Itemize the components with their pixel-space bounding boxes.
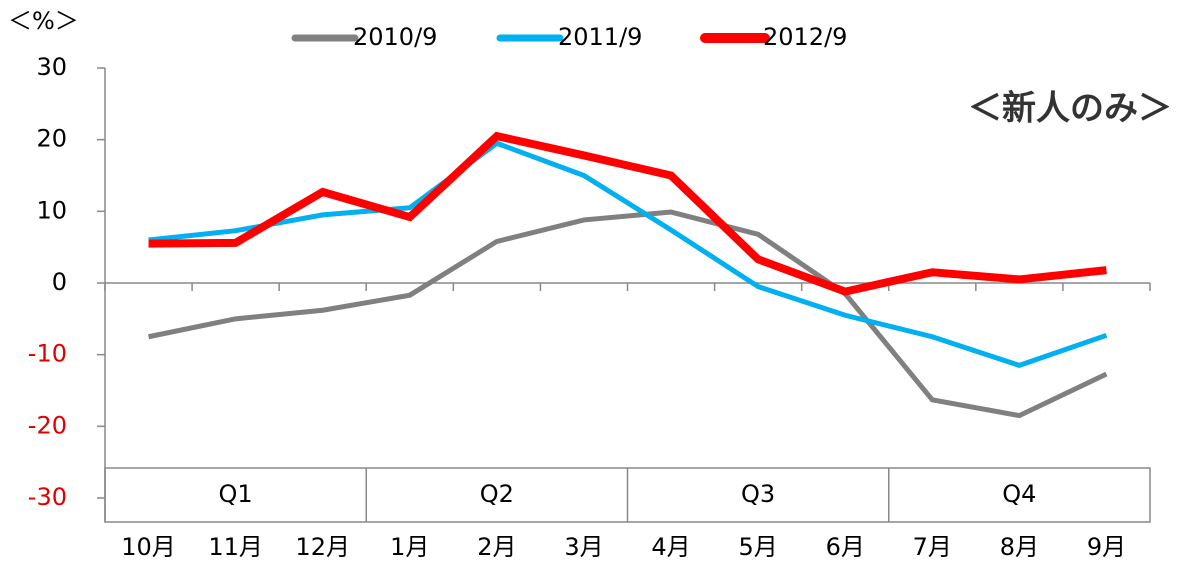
x-tick-label: 4月	[651, 533, 690, 561]
x-tick-label: 11月	[208, 533, 263, 561]
quarter-label: Q3	[741, 480, 775, 508]
y-tick-label: 0	[52, 268, 67, 296]
quarter-label: Q4	[1002, 480, 1036, 508]
x-tick-label: 9月	[1087, 533, 1126, 561]
x-tick-label: 1月	[390, 533, 429, 561]
x-tick-label: 3月	[564, 533, 603, 561]
x-tick-label: 12月	[295, 533, 350, 561]
series-line	[148, 140, 1108, 369]
series-line	[148, 131, 1107, 296]
y-tick-label: -30	[28, 483, 67, 511]
series-line	[148, 209, 1108, 419]
x-tick-label: 8月	[1000, 533, 1039, 561]
y-tick-label: -10	[28, 340, 67, 368]
legend-label: 2010/9	[353, 23, 437, 51]
y-tick-label: -20	[28, 411, 67, 439]
x-tick-label: 6月	[826, 533, 865, 561]
x-tick-label: 7月	[913, 533, 952, 561]
x-tick-label: 10月	[121, 533, 176, 561]
x-tick-label: 5月	[738, 533, 777, 561]
unit-label: ＜%＞	[8, 7, 79, 35]
y-tick-label: 20	[36, 125, 67, 153]
annotation: ＜新人のみ＞	[968, 89, 1172, 129]
legend-label: 2012/9	[763, 23, 847, 51]
y-tick-label: 30	[36, 53, 67, 81]
quarter-label: Q1	[219, 480, 253, 508]
y-tick-label: 10	[36, 196, 67, 224]
quarter-label: Q2	[480, 480, 514, 508]
x-tick-label: 2月	[477, 533, 516, 561]
legend-label: 2011/9	[558, 23, 642, 51]
